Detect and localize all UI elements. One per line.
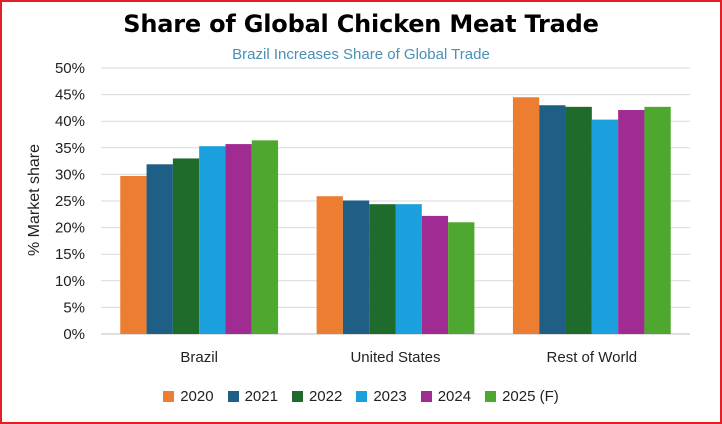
chart-title: Share of Global Chicken Meat Trade xyxy=(123,10,599,38)
y-tick-label: 45% xyxy=(55,87,85,104)
y-tick-label: 5% xyxy=(63,299,85,316)
legend-swatch xyxy=(420,391,432,402)
bar-united-states-2023 xyxy=(395,204,422,334)
legend-swatch xyxy=(227,391,239,402)
legend-label: 2024 xyxy=(437,388,472,405)
bar-brazil-2023 xyxy=(199,146,226,334)
y-tick-label: 10% xyxy=(55,273,85,290)
bar-united-states-2022 xyxy=(369,204,396,334)
chart-subtitle: Brazil Increases Share of Global Trade xyxy=(232,46,490,63)
bar-brazil-2020 xyxy=(120,175,147,334)
x-category-labels: Brazil United States Rest of World xyxy=(180,349,637,366)
y-tick-label: 15% xyxy=(55,246,85,263)
legend-item: 2022 xyxy=(291,388,343,405)
bar-brazil-2025f xyxy=(251,140,279,334)
bars xyxy=(120,97,671,335)
legend-label: 2022 xyxy=(308,388,343,405)
x-category-label: Brazil xyxy=(180,349,218,366)
legend-item: 2024 xyxy=(420,388,472,405)
bar-rest-of-world-2023 xyxy=(591,119,619,334)
legend-label: 2023 xyxy=(373,388,407,405)
bar-rest-of-world-2020 xyxy=(512,97,540,334)
legend-swatch xyxy=(163,391,175,402)
legend-swatch xyxy=(291,391,303,402)
y-axis-label: % Market share xyxy=(26,144,43,256)
legend-label: 2021 xyxy=(244,388,278,405)
bar-rest-of-world-2025f xyxy=(644,106,671,334)
y-tick-label: 40% xyxy=(55,113,85,130)
y-tick-label: 30% xyxy=(55,166,85,183)
bar-brazil-2021 xyxy=(146,164,173,334)
y-tick-labels: 0% 5% 10% 15% 20% 25% 30% 35% 40% 45% 50% xyxy=(55,60,85,343)
x-category-label: United States xyxy=(350,349,440,366)
bar-rest-of-world-2024 xyxy=(618,110,645,334)
y-tick-label: 35% xyxy=(55,140,85,157)
bar-brazil-2022 xyxy=(172,158,200,334)
x-category-label: Rest of World xyxy=(547,349,638,366)
legend-swatch xyxy=(356,391,368,402)
bar-rest-of-world-2021 xyxy=(539,105,566,335)
bar-rest-of-world-2022 xyxy=(565,106,592,334)
y-tick-label: 50% xyxy=(55,60,85,77)
legend-label: 2020 xyxy=(180,388,214,405)
legend-item: 2020 xyxy=(163,388,214,405)
y-tick-label: 25% xyxy=(55,193,85,210)
y-tick-label: 0% xyxy=(63,326,85,343)
bar-brazil-2024 xyxy=(225,144,252,334)
legend: 2020 2021 2022 2023 2024 2025 (F) xyxy=(0,388,722,405)
legend-item: 2025 (F) xyxy=(485,388,559,405)
bar-united-states-2025f xyxy=(448,222,475,334)
bar-united-states-2020 xyxy=(316,196,343,334)
bar-united-states-2021 xyxy=(342,200,370,334)
y-tick-label: 20% xyxy=(55,220,85,237)
legend-item: 2021 xyxy=(227,388,278,405)
legend-label: 2025 (F) xyxy=(502,388,559,405)
legend-swatch xyxy=(485,391,497,402)
bar-united-states-2024 xyxy=(421,215,449,334)
legend-item: 2023 xyxy=(356,388,407,405)
